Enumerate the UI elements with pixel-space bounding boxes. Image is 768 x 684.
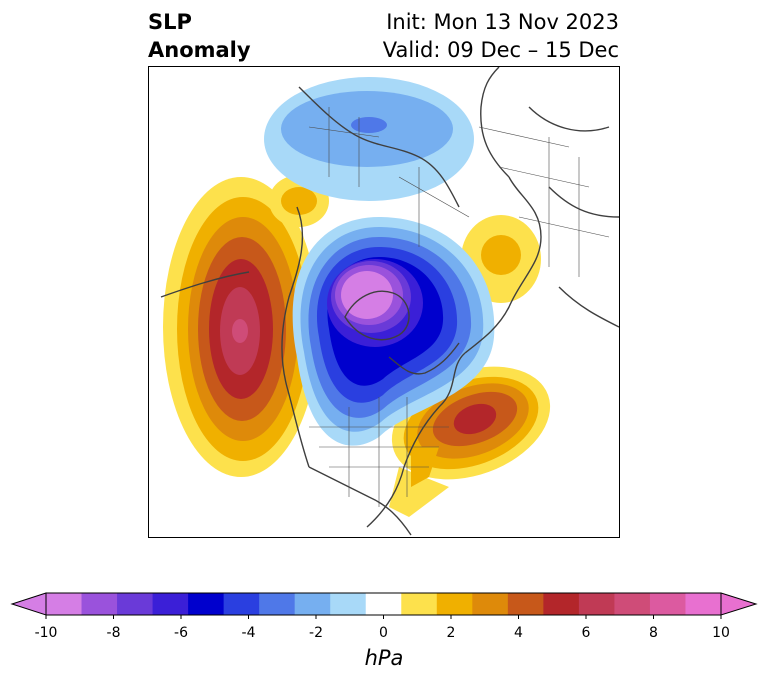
colorbar-bin bbox=[294, 593, 331, 615]
colorbar-tick-label: 4 bbox=[514, 625, 523, 641]
colorbar-tick-label: 10 bbox=[712, 625, 730, 641]
polar-map bbox=[160, 67, 619, 536]
title-line-2: Anomaly bbox=[148, 38, 251, 62]
colorbar-bin bbox=[507, 593, 544, 615]
europe-low-anomaly bbox=[264, 77, 474, 201]
colorbar-tick-label: 0 bbox=[379, 625, 388, 641]
colorbar-bin bbox=[152, 593, 189, 615]
map-title: SLP Anomaly bbox=[148, 8, 251, 64]
colorbar-tick-label: -4 bbox=[241, 625, 256, 641]
colorbar-tick-label: -8 bbox=[106, 625, 121, 641]
map-panel bbox=[148, 66, 620, 538]
colorbar-bin bbox=[543, 593, 580, 615]
title-line-1: SLP bbox=[148, 10, 192, 34]
forecast-dates: Init: Mon 13 Nov 2023 Valid: 09 Dec – 15… bbox=[383, 8, 619, 64]
coastlines bbox=[160, 67, 619, 536]
colorbar-bin bbox=[46, 593, 83, 615]
colorbar-bin bbox=[365, 593, 402, 615]
colorbar-bin bbox=[117, 593, 154, 615]
colorbar-bin bbox=[401, 593, 438, 615]
colorbar-tick-label: -2 bbox=[309, 625, 323, 641]
colorbar-tick-label: 8 bbox=[649, 625, 658, 641]
colorbar-tick-label: -10 bbox=[34, 625, 58, 641]
init-date: Init: Mon 13 Nov 2023 bbox=[386, 10, 619, 34]
colorbar-bin bbox=[330, 593, 367, 615]
arctic-low-anomaly bbox=[292, 217, 495, 446]
colorbar-bin bbox=[81, 593, 118, 615]
colorbar-extend-min bbox=[10, 592, 47, 616]
colorbar-bin bbox=[649, 593, 686, 615]
country-borders bbox=[308, 107, 610, 507]
colorbar-units: hPa bbox=[364, 646, 404, 670]
valid-dates: Valid: 09 Dec – 15 Dec bbox=[382, 38, 619, 62]
colorbar-bin bbox=[223, 593, 260, 615]
colorbar-bin bbox=[472, 593, 509, 615]
colorbar bbox=[10, 592, 758, 619]
colorbar-tick-label: 6 bbox=[581, 625, 591, 641]
colorbar-tick-label: -6 bbox=[174, 625, 188, 641]
colorbar-bin bbox=[188, 593, 225, 615]
colorbar-bin bbox=[578, 593, 615, 615]
colorbar-tick-label: 2 bbox=[446, 625, 456, 641]
colorbar-bin bbox=[685, 593, 722, 615]
colorbar-bin bbox=[259, 593, 296, 615]
colorbar-bin bbox=[436, 593, 473, 615]
colorbar-extend-max bbox=[720, 592, 758, 616]
colorbar-bin bbox=[614, 593, 651, 615]
